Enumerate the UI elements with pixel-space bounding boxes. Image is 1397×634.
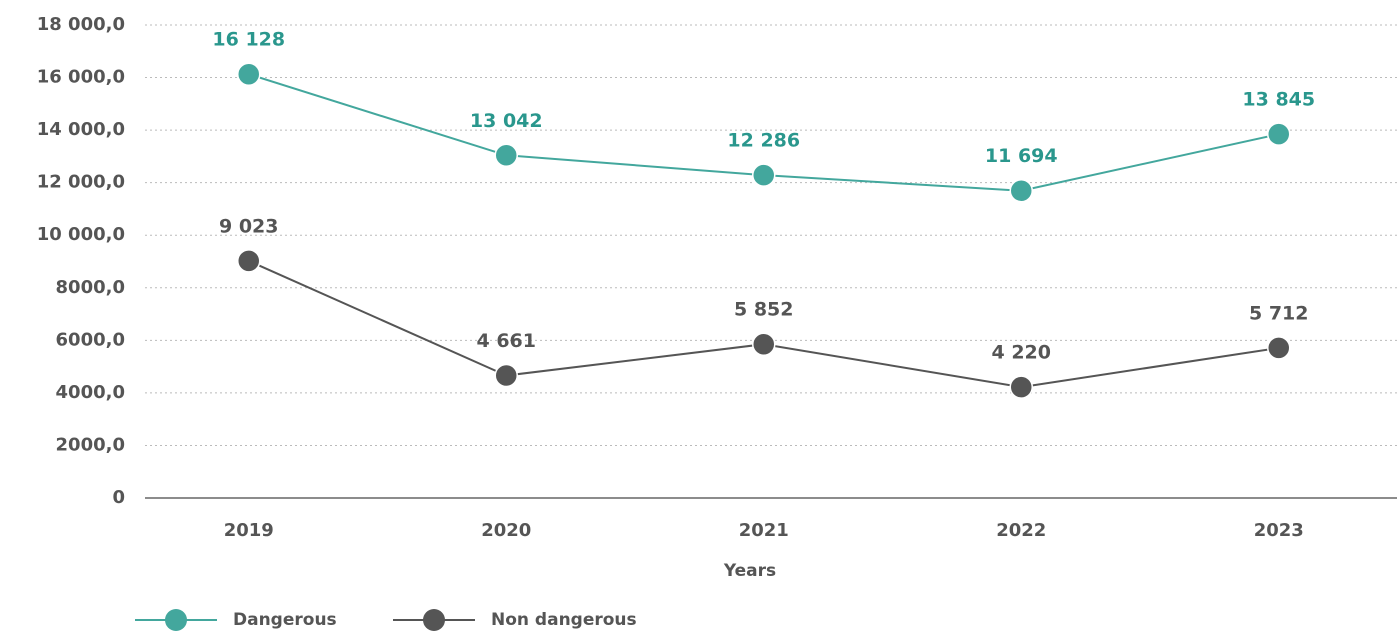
y-tick-label: 10 000,0 [37, 224, 125, 245]
y-tick-label: 8000,0 [56, 277, 125, 298]
data-point [1009, 178, 1033, 203]
legend-marker [165, 609, 187, 631]
x-tick-label: 2020 [481, 520, 531, 541]
data-label: 16 128 [212, 29, 285, 51]
legend-marker [423, 609, 445, 631]
data-label: 4 220 [992, 342, 1052, 364]
data-point [1267, 336, 1291, 360]
data-point [494, 143, 518, 168]
y-tick-label: 14 000,0 [37, 119, 125, 140]
data-point [237, 249, 261, 273]
x-tick-label: 2021 [739, 520, 789, 541]
x-axis-label: Years [723, 561, 776, 581]
x-tick-label: 2022 [996, 520, 1046, 541]
data-point [752, 332, 776, 356]
y-tick-label: 6000,0 [56, 329, 125, 350]
x-tick-label: 2023 [1254, 520, 1304, 541]
series-line [248, 259, 1279, 389]
legend-label: Non dangerous [491, 610, 637, 630]
data-label: 12 286 [727, 130, 800, 152]
data-point [752, 163, 776, 187]
data-label: 11 694 [985, 145, 1058, 167]
y-tick-label: 0 [112, 487, 125, 508]
data-label: 5 712 [1249, 302, 1309, 324]
y-tick-label: 2000,0 [56, 434, 125, 455]
data-label: 9 023 [219, 215, 279, 237]
legend-label: Dangerous [233, 610, 337, 630]
y-tick-label: 16 000,0 [37, 67, 125, 88]
data-point [1267, 122, 1291, 146]
data-label: 4 661 [477, 330, 537, 352]
data-label: 13 845 [1242, 89, 1315, 111]
y-tick-label: 4000,0 [56, 382, 125, 403]
data-label: 13 042 [470, 110, 543, 132]
x-tick-label: 2019 [224, 520, 274, 541]
y-tick-label: 18 000,0 [37, 14, 125, 35]
y-tick-label: 12 000,0 [37, 172, 125, 193]
data-point [237, 62, 261, 86]
data-label: 5 852 [734, 299, 794, 321]
data-point [1009, 375, 1033, 399]
data-point [494, 363, 518, 388]
